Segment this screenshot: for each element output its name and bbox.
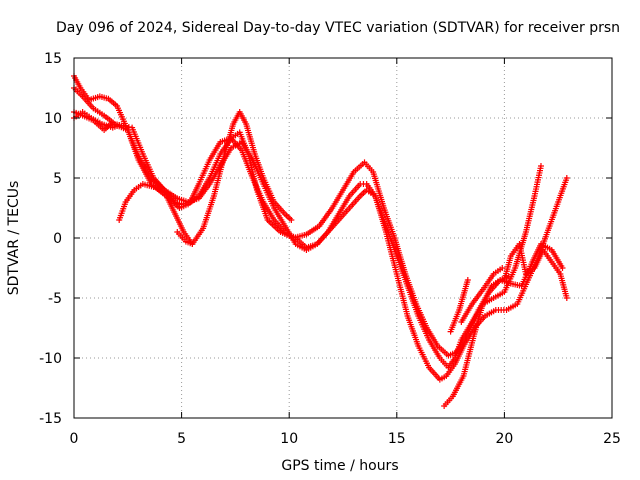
- x-tick-label: 20: [495, 431, 513, 447]
- series-1: [71, 73, 566, 359]
- chart-title: Day 096 of 2024, Sidereal Day-to-day VTE…: [56, 20, 620, 36]
- y-tick-label: -5: [48, 291, 62, 307]
- y-tick-label: 5: [53, 171, 62, 187]
- series-3: [71, 109, 570, 383]
- data-point: [189, 241, 196, 247]
- series-8: [458, 265, 506, 325]
- data-point: [563, 175, 570, 181]
- grid: [74, 58, 612, 418]
- x-tick-label: 5: [177, 431, 186, 447]
- data-point: [559, 265, 566, 271]
- series-10: [501, 241, 570, 301]
- data-point: [499, 265, 506, 271]
- data-point: [563, 295, 570, 301]
- x-tick-label: 15: [388, 431, 406, 447]
- series-6: [174, 229, 196, 247]
- series-4: [71, 109, 123, 131]
- x-tick-label: 25: [603, 431, 621, 447]
- x-axis-ticks: 0 5 10 15 20 25: [70, 58, 621, 447]
- data-point: [464, 277, 471, 283]
- x-axis-label: GPS time / hours: [281, 458, 398, 474]
- y-tick-label: -15: [39, 411, 62, 427]
- y-tick-label: 15: [44, 51, 62, 67]
- series-9: [447, 277, 471, 335]
- data-point: [116, 122, 123, 129]
- y-axis-ticks: 15 10 5 0 -5 -10 -15: [39, 51, 612, 427]
- y-tick-label: -10: [39, 351, 62, 367]
- data-point: [537, 163, 544, 169]
- y-axis-label: SDTVAR / TECUs: [6, 181, 22, 296]
- x-tick-label: 0: [70, 431, 79, 447]
- y-tick-label: 10: [44, 111, 62, 127]
- series-5: [116, 109, 295, 247]
- data-point: [288, 217, 295, 223]
- series-7: [441, 273, 512, 409]
- data-points: [71, 73, 570, 409]
- x-tick-label: 10: [280, 431, 298, 447]
- y-tick-label: 0: [53, 231, 62, 247]
